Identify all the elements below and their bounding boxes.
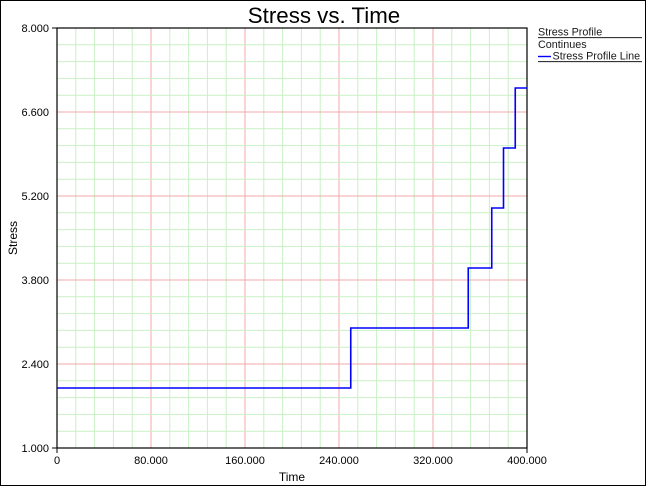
svg-text:240.000: 240.000 <box>319 455 359 467</box>
svg-text:400.000: 400.000 <box>507 455 547 467</box>
svg-text:8.000: 8.000 <box>21 23 49 35</box>
svg-text:2.400: 2.400 <box>21 359 49 371</box>
svg-text:Continues: Continues <box>538 39 587 51</box>
svg-text:Stress Profile: Stress Profile <box>538 26 602 38</box>
svg-text:Time: Time <box>279 470 306 484</box>
svg-text:Stress: Stress <box>6 221 20 255</box>
svg-text:0: 0 <box>54 455 60 467</box>
svg-text:80.000: 80.000 <box>134 455 168 467</box>
svg-text:3.800: 3.800 <box>21 275 49 287</box>
svg-text:160.000: 160.000 <box>225 455 265 467</box>
svg-text:6.600: 6.600 <box>21 107 49 119</box>
svg-text:320.000: 320.000 <box>413 455 453 467</box>
svg-text:1.000: 1.000 <box>21 443 49 455</box>
svg-text:5.200: 5.200 <box>21 191 49 203</box>
svg-text:Stress Profile Line: Stress Profile Line <box>553 51 641 63</box>
